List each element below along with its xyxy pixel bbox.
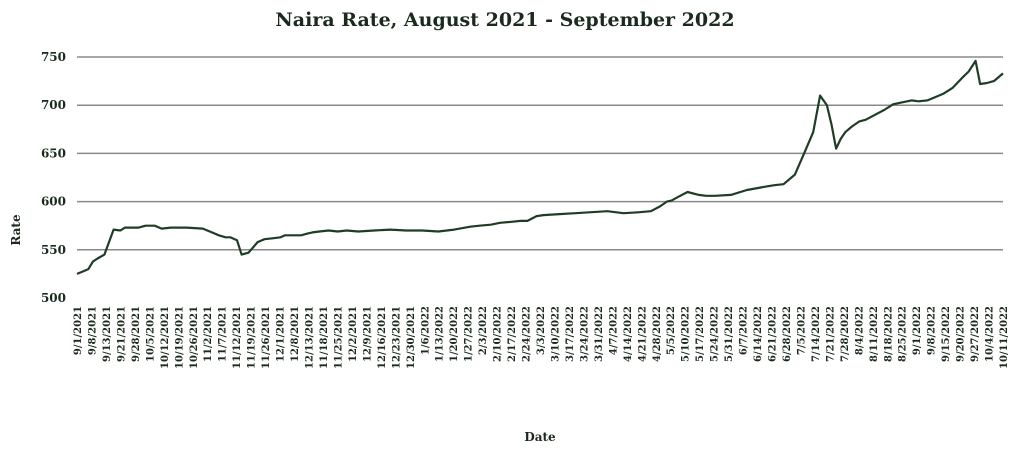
y-tick-label: 750: [41, 50, 66, 64]
x-tick-label: 1/27/2022: [464, 306, 475, 362]
x-tick-label: 11/7/2021: [218, 306, 229, 362]
x-tick-label: 12/8/2021: [290, 306, 301, 362]
y-axis-ticks: 500 550 600 650 700 750: [41, 50, 66, 305]
x-tick-label: 10/5/2021: [145, 306, 156, 362]
x-axis-ticks: 9/1/2021 9/8/2021 9/13/2021 9/21/2021 9/28/2…: [73, 306, 1010, 369]
x-tick-label: 5/24/2022: [710, 306, 721, 362]
x-tick-label: 4/7/2022: [608, 306, 619, 355]
x-tick-label: 9/8/2021: [88, 306, 99, 355]
gridlines: [77, 56, 1003, 251]
x-tick-label: 6/14/2022: [753, 306, 764, 362]
x-tick-label: 11/26/2021: [261, 306, 272, 369]
x-tick-label: 10/26/2021: [189, 306, 200, 369]
x-tick-label: 12/1/2021: [276, 306, 287, 362]
x-tick-label: 6/7/2022: [739, 306, 750, 355]
chart-title: Naira Rate, August 2021 - September 2022: [275, 9, 734, 31]
x-tick-label: 12/30/2021: [406, 306, 417, 369]
x-tick-label: 12/2/2021: [348, 306, 359, 362]
x-tick-label: 12/13/2021: [305, 306, 316, 369]
x-tick-label: 10/4/2022: [985, 306, 996, 362]
x-tick-label: 6/21/2022: [768, 306, 779, 362]
x-tick-label: 11/12/2021: [232, 306, 243, 369]
x-tick-label: 3/17/2022: [565, 306, 576, 362]
x-tick-label: 12/9/2021: [362, 306, 373, 362]
x-tick-label: 5/10/2022: [681, 306, 692, 362]
x-tick-label: 12/23/2021: [391, 306, 402, 369]
x-tick-label: 12/16/2021: [377, 306, 388, 369]
x-tick-label: 1/20/2022: [449, 306, 460, 362]
x-tick-label: 3/10/2022: [551, 306, 562, 362]
x-tick-label: 2/17/2022: [507, 306, 518, 362]
x-tick-label: 9/21/2021: [116, 306, 127, 362]
y-tick-label: 700: [41, 98, 66, 112]
x-tick-label: 11/19/2021: [247, 306, 258, 369]
x-tick-label: 7/5/2022: [796, 306, 807, 355]
x-tick-label: 8/18/2022: [883, 306, 894, 362]
y-axis-label: Rate: [9, 214, 23, 246]
x-tick-label: 11/25/2021: [333, 306, 344, 369]
x-tick-label: 8/25/2022: [898, 306, 909, 362]
x-tick-label: 3/3/2022: [536, 306, 547, 355]
x-tick-label: 4/21/2022: [637, 306, 648, 362]
x-tick-label: 8/4/2022: [854, 306, 865, 355]
x-tick-label: 3/31/2022: [594, 306, 605, 362]
x-tick-label: 2/24/2022: [522, 306, 533, 362]
x-tick-label: 9/8/2022: [927, 306, 938, 355]
x-axis-label: Date: [524, 430, 556, 444]
y-tick-label: 600: [41, 195, 66, 209]
x-tick-label: 10/12/2021: [160, 306, 171, 369]
x-tick-label: 9/27/2022: [970, 306, 981, 362]
x-tick-label: 2/3/2022: [478, 306, 489, 355]
x-tick-label: 1/6/2022: [420, 306, 431, 355]
x-tick-label: 7/28/2022: [840, 306, 851, 362]
y-tick-label: 550: [41, 243, 66, 257]
x-tick-label: 4/28/2022: [652, 306, 663, 362]
x-tick-label: 9/1/2022: [912, 306, 923, 355]
x-tick-label: 3/24/2022: [579, 306, 590, 362]
x-tick-label: 4/14/2022: [623, 306, 634, 362]
x-tick-label: 5/31/2022: [724, 306, 735, 362]
x-tick-label: 9/13/2021: [102, 306, 113, 362]
x-tick-label: 9/15/2022: [941, 306, 952, 362]
x-tick-label: 10/19/2021: [174, 306, 185, 369]
x-tick-label: 7/21/2022: [825, 306, 836, 362]
x-tick-label: 6/28/2022: [782, 306, 793, 362]
x-tick-label: 5/17/2022: [695, 306, 706, 362]
x-tick-label: 9/1/2021: [73, 306, 84, 355]
x-tick-label: 11/2/2021: [203, 306, 214, 362]
x-tick-label: 9/28/2021: [131, 306, 142, 362]
x-tick-label: 5/5/2022: [666, 306, 677, 355]
y-tick-label: 500: [41, 291, 66, 305]
x-tick-label: 1/13/2022: [435, 306, 446, 362]
series-line-naira-rate: [76, 59, 1004, 275]
x-tick-label: 10/11/2022: [999, 306, 1010, 369]
x-tick-label: 2/10/2022: [493, 306, 504, 362]
x-tick-label: 8/11/2022: [869, 306, 880, 362]
x-tick-label: 7/14/2022: [811, 306, 822, 362]
x-tick-label: 11/18/2021: [319, 306, 330, 369]
y-tick-label: 650: [41, 146, 66, 160]
x-tick-label: 9/20/2022: [956, 306, 967, 362]
